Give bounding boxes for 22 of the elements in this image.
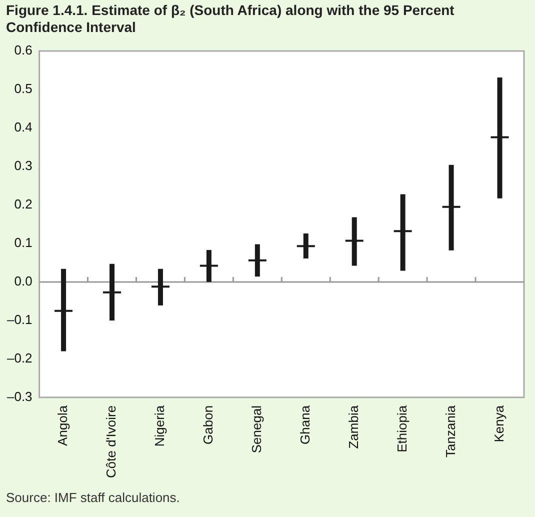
y-tick-label: 0.3 <box>14 158 32 174</box>
x-tick-label: Côte d'Ivoire <box>104 405 119 478</box>
x-tick-label: Kenya <box>491 404 506 442</box>
chart-title: Figure 1.4.1. Estimate of β₂ (South Africa) along with the 95 Percent Confidence Interval <box>6 2 456 36</box>
y-tick-label: –0.1 <box>6 312 32 328</box>
x-tick-label: Angola <box>55 404 70 446</box>
y-tick-label: –0.3 <box>6 389 32 404</box>
x-tick-label: Nigeria <box>152 404 168 447</box>
y-tick-label: 0.0 <box>14 274 32 289</box>
x-tick-label: Tanzania <box>442 404 458 458</box>
x-tick-label: Ghana <box>297 404 312 444</box>
x-tick-label: Senegal <box>248 405 264 454</box>
y-tick-label: 0.5 <box>14 81 32 96</box>
y-tick-label: 0.2 <box>14 196 32 212</box>
y-tick-label: –0.2 <box>6 350 32 366</box>
x-tick-label: Zambia <box>346 404 361 449</box>
source-note: Source: IMF staff calculations. <box>6 490 180 505</box>
y-tick-label: 0.4 <box>14 120 32 135</box>
y-tick-label: 0.1 <box>14 235 32 250</box>
x-tick-label: Gabon <box>200 405 216 444</box>
x-tick-label: Ethiopia <box>394 404 410 452</box>
y-tick-label: 0.6 <box>14 42 32 58</box>
